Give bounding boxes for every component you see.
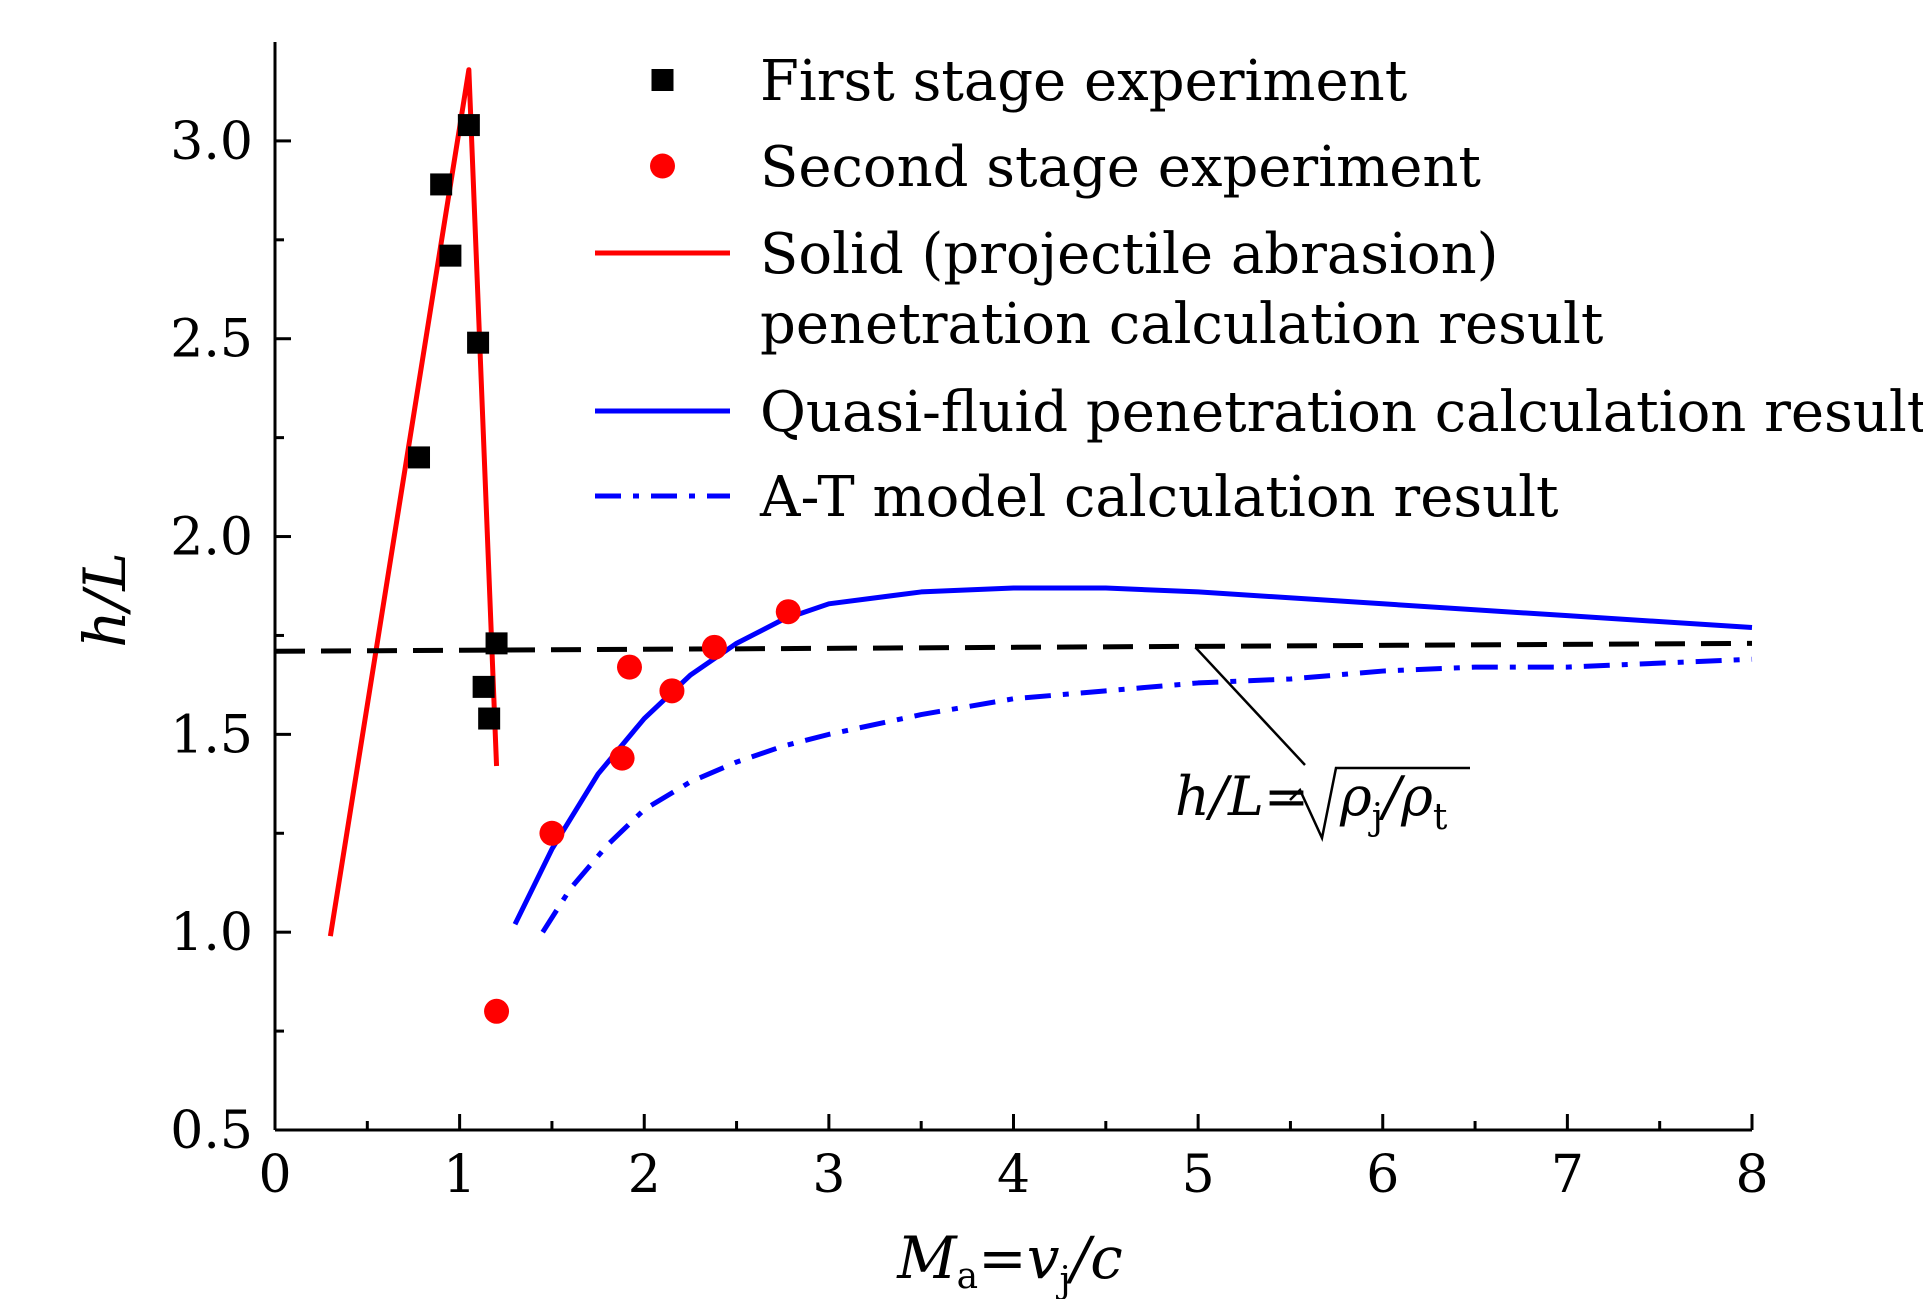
y-tick-label: 2.5 [170,310,253,370]
square-marker [408,446,431,469]
square-marker [478,707,501,730]
series-line-4 [274,640,1753,654]
x-axis-label: Ma=vj/c [896,1224,1122,1299]
y-tick-label: 3.0 [170,112,253,172]
annotation-lhs: h/L= [1175,765,1309,828]
square-marker [467,331,490,354]
square-marker [472,675,495,698]
legend: First stage experiment Second stage exper… [595,49,1923,530]
legend-label-1: First stage experiment [760,49,1408,114]
x-tick-label: 1 [443,1145,476,1205]
annotation-rho-t: /ρ [1378,765,1433,828]
x-tick-label: 4 [997,1145,1030,1205]
legend-label-5: A-T model calculation result [759,465,1559,530]
x-tick-label: 8 [1735,1145,1768,1205]
annotation-radicand: ρj/ρt [1339,765,1448,838]
series-line-3 [540,656,1753,934]
annotation-sub-t: t [1433,797,1448,838]
legend-square-marker [651,69,674,91]
axis-labels: h/L Ma=vj/c [71,552,1123,1299]
circle-marker [701,634,727,660]
y-tick-label: 0.5 [170,1101,253,1161]
reference-line-annotation: h/L= ρj/ρt [1175,646,1470,843]
y-tick-label: 1.5 [170,705,253,765]
circle-marker [616,654,642,680]
x-tick-label: 3 [812,1145,845,1205]
x-label-sub-a: a [957,1256,978,1297]
circle-marker [659,678,685,704]
x-tick-label: 5 [1182,1145,1215,1205]
circle-marker [609,745,635,771]
axes: 0 1 2 3 4 5 6 7 8 0.5 1.0 1.5 2.0 2.5 3.0 [170,42,1769,1205]
annotation-rho-j: ρ [1339,765,1372,828]
x-label-v: =v [978,1224,1060,1292]
x-tick-label: 7 [1551,1145,1584,1205]
x-label-c: /c [1066,1224,1123,1292]
legend-label-2: Second stage experiment [760,135,1481,200]
y-tick-label: 1.0 [170,903,253,963]
x-label-m: M [896,1224,958,1292]
legend-label-4: Quasi-fluid penetration calculation resu… [760,380,1923,445]
legend-circle-marker [650,153,675,179]
annotation-leader-line [1194,646,1306,766]
series-markers [408,114,801,1024]
circle-marker [775,599,801,625]
square-marker [457,114,480,137]
square-marker [439,244,462,267]
series-line-1 [327,67,500,937]
square-marker [485,632,508,655]
annotation-sub-j: j [1368,797,1383,838]
circle-marker [484,998,510,1024]
x-label-sub-j: j [1056,1260,1071,1299]
sqrt-sign-icon [1289,766,1470,843]
series-line-2 [512,585,1753,926]
x-tick-label: 6 [1366,1145,1399,1205]
legend-label-3: penetration calculation result [760,292,1604,357]
legend-label-3: Solid (projectile abrasion) [760,222,1499,287]
circle-marker [539,820,565,846]
y-axis-label: h/L [71,552,139,647]
x-tick-label: 2 [628,1145,661,1205]
y-tick-label: 2.0 [170,508,253,568]
x-tick-label: 0 [258,1145,291,1205]
square-marker [430,173,453,196]
